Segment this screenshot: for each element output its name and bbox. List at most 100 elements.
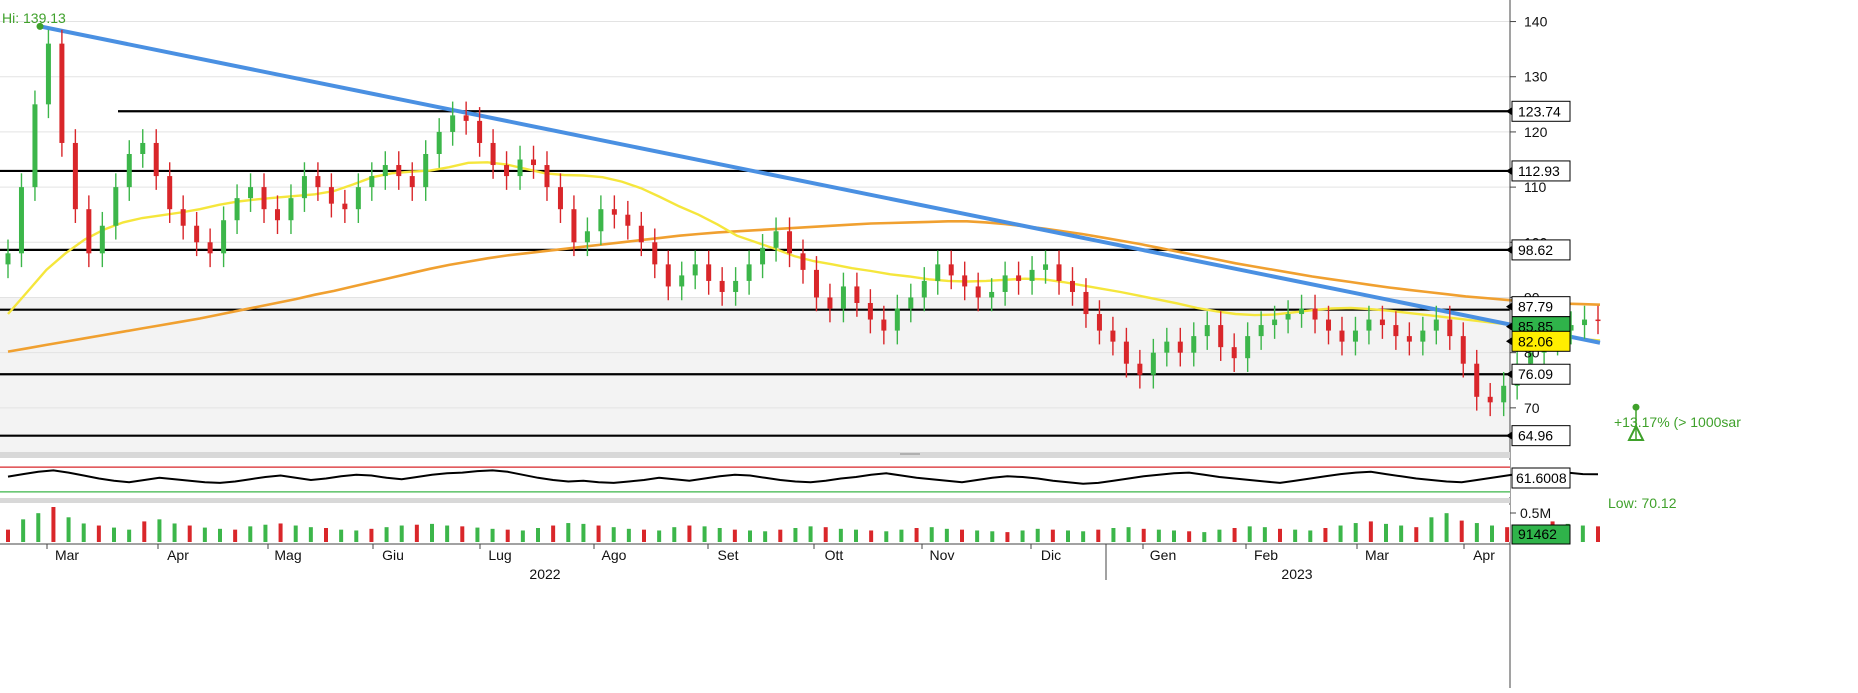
candle-body	[490, 142, 496, 166]
candle-body	[1137, 363, 1143, 375]
candle-body	[99, 225, 105, 254]
volume-bar	[1323, 528, 1328, 542]
candle-body	[72, 142, 78, 210]
candle-body	[1326, 319, 1332, 331]
volume-bar	[66, 517, 71, 542]
volume-panel: 0.5M 91462	[0, 505, 1600, 545]
candle-body	[652, 242, 658, 265]
volume-bar	[1172, 530, 1176, 542]
candle-body	[1420, 330, 1426, 342]
volume-bar	[914, 528, 919, 542]
volume-bar	[657, 530, 662, 542]
candle-body	[504, 165, 510, 177]
candle-body	[221, 220, 227, 254]
volume-bar	[81, 523, 86, 542]
candle-body	[625, 214, 631, 226]
volume-bar	[899, 529, 904, 542]
candle-body	[989, 291, 995, 298]
volume-bar	[399, 525, 404, 542]
volume-bar	[944, 528, 949, 542]
candle-body	[194, 225, 200, 243]
volume-bar	[1020, 530, 1025, 542]
candle-body	[328, 187, 334, 204]
volume-bar	[975, 530, 980, 542]
volume-bar	[717, 528, 722, 542]
x-month-label: Lug	[488, 547, 511, 563]
price-tag-pointer	[1506, 370, 1512, 379]
volume-bar	[1429, 517, 1434, 542]
candle-body	[1218, 325, 1224, 348]
volume-bar	[1081, 531, 1086, 542]
price-tag: 98.62	[1506, 239, 1571, 261]
candle-body	[908, 297, 914, 309]
annotations-group: Hi: 139.13 Low: 70.12 +13.17% (> 1000sar	[2, 10, 1741, 511]
volume-bar	[293, 525, 298, 542]
candle-body	[787, 231, 793, 254]
candle-body	[1528, 352, 1534, 364]
osc-line	[7, 469, 1599, 485]
volume-bar	[838, 528, 843, 542]
candle-body	[1568, 325, 1574, 331]
candle-body	[423, 154, 429, 188]
high-annotation: Hi: 139.13	[2, 10, 66, 26]
volume-bar	[1505, 527, 1510, 542]
x-month-label: Dic	[1041, 547, 1061, 563]
vol-unit-label: 0.5M	[1520, 505, 1551, 521]
candle-body	[611, 209, 617, 215]
volume-bar	[354, 530, 359, 542]
candle-body	[1433, 319, 1439, 331]
volume-bar	[1141, 528, 1146, 542]
candle-body	[180, 209, 186, 226]
candle-body	[544, 165, 550, 188]
x-month-label: Gen	[1150, 547, 1176, 563]
candle-body	[261, 187, 267, 210]
x-month-label: Mag	[274, 547, 301, 563]
candle-body	[450, 115, 456, 132]
volume-bar	[1368, 521, 1373, 542]
volume-bar	[202, 527, 207, 542]
volume-bar	[21, 519, 26, 542]
candle-body	[288, 198, 294, 221]
price-tag-label: 85.85	[1518, 319, 1553, 335]
volume-bar	[1005, 532, 1010, 542]
candle-body	[207, 242, 213, 254]
volume-bar	[248, 526, 253, 542]
volume-bar	[793, 528, 798, 542]
candle-body	[436, 131, 442, 154]
price-tag-label: 64.96	[1518, 428, 1553, 444]
candle-body	[1083, 291, 1089, 315]
volume-bar	[1202, 532, 1207, 542]
volume-bar	[308, 527, 313, 542]
candle-body	[167, 176, 173, 210]
ma-slow-line	[7, 220, 1601, 353]
volume-bar	[1278, 528, 1282, 542]
candle-body	[1258, 325, 1264, 337]
volume-bar	[1596, 526, 1600, 542]
candle-body	[1123, 341, 1129, 364]
candle-body	[1191, 336, 1197, 353]
volume-bar	[672, 527, 677, 542]
candle-body	[1056, 264, 1062, 281]
y-tick-label: 110	[1524, 179, 1547, 195]
low-annotation: Low: 70.12	[1608, 495, 1677, 511]
candle-body	[1204, 325, 1210, 337]
volume-bar	[142, 521, 147, 542]
panel-separator	[0, 452, 1510, 458]
x-month-label: Ott	[825, 547, 844, 563]
candle-body	[32, 104, 38, 188]
candle-body	[719, 280, 725, 292]
candle-body	[584, 231, 590, 243]
volume-bar	[1414, 527, 1419, 542]
volume-bar	[1126, 527, 1131, 542]
candle-body	[1595, 319, 1601, 322]
candle-body	[1231, 347, 1237, 359]
x-month-label: Nov	[930, 547, 955, 563]
volume-bar	[1111, 528, 1116, 542]
candle-body	[5, 253, 11, 265]
volume-bar	[566, 523, 571, 542]
volume-bar	[884, 531, 889, 542]
candle-body	[59, 43, 65, 143]
volume-bar	[505, 529, 510, 542]
panel-separator-2	[0, 498, 1510, 503]
candle-body	[557, 187, 563, 210]
